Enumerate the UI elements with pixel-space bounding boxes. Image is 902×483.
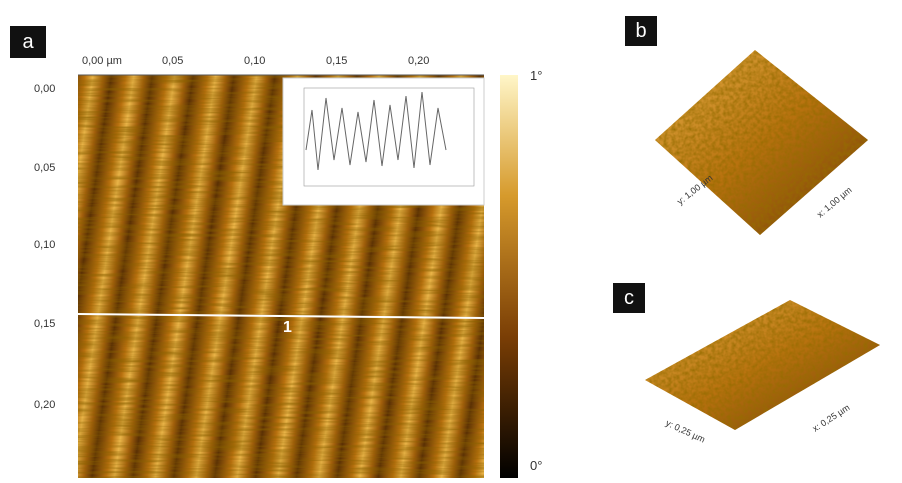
panel-label: a [22,31,34,53]
profile-curve [305,91,447,171]
left-tick: 0,20 [34,399,55,411]
left-tick: 0,15 [34,318,55,330]
panel-label: c [624,287,634,309]
colorbar-min: 0° [530,458,542,473]
panel-label: b [635,20,646,42]
axis-3d-label: x: 0,25 µm [811,402,852,433]
inset-frame [303,87,475,187]
top-tick: 0,20 [408,55,429,67]
colorbar [500,75,518,478]
axis-3d-label: y: 0,25 µm [664,418,706,445]
left-tick: 0,10 [34,239,55,251]
left-tick: 0,00 [34,83,55,95]
top-tick: 0,00 µm [82,55,122,67]
top-tick: 0,15 [326,55,347,67]
panel-label-box [613,283,645,313]
profile-marker: 1 [283,319,292,336]
surface-texture [655,50,868,235]
axis-3d-label: y: 1,00 µm [675,173,714,207]
panel-label-box [625,16,657,46]
top-tick: 0,10 [244,55,265,67]
panel-label-box [10,26,46,58]
left-tick: 0,05 [34,162,55,174]
profile-inset [282,77,485,206]
profile-line [77,313,485,319]
surface-texture [645,300,880,430]
top-tick: 0,05 [162,55,183,67]
colorbar-max: 1° [530,68,542,83]
axis-3d-label: x: 1,00 µm [815,185,854,220]
